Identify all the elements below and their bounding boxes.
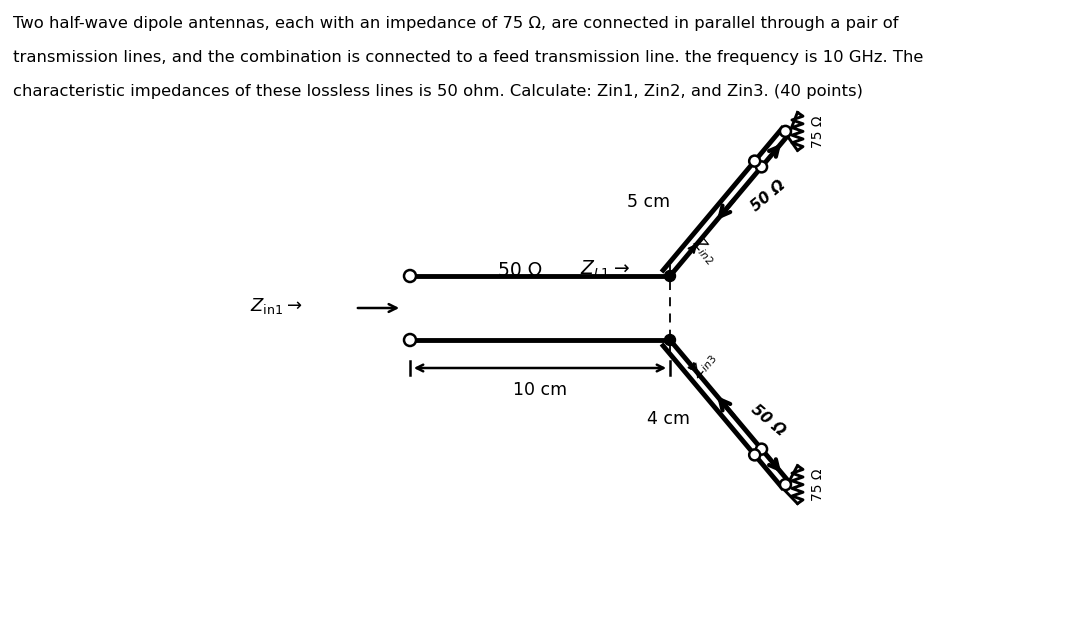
Text: 50 Ω: 50 Ω [498,261,542,280]
Circle shape [404,270,415,282]
Circle shape [780,126,791,137]
Circle shape [756,443,767,455]
Text: 50 Ω: 50 Ω [749,178,789,215]
Text: 5 cm: 5 cm [626,193,670,211]
Text: 50 Ω: 50 Ω [749,401,789,438]
Circle shape [664,335,675,345]
Text: 4 cm: 4 cm [647,409,690,428]
Text: $Z_{in3}$: $Z_{in3}$ [688,348,721,382]
Text: $Z_{in2}$: $Z_{in2}$ [688,234,721,268]
Circle shape [664,271,675,281]
Text: transmission lines, and the combination is connected to a feed transmission line: transmission lines, and the combination … [13,50,923,65]
Circle shape [749,156,761,166]
Circle shape [404,334,415,346]
Text: Two half-wave dipole antennas, each with an impedance of 75 Ω, are connected in : Two half-wave dipole antennas, each with… [13,16,898,31]
Circle shape [756,161,767,172]
Circle shape [780,479,791,490]
Text: $Z_{\rm in1}$$\rightarrow$: $Z_{\rm in1}$$\rightarrow$ [250,296,302,316]
Text: 75 Ω: 75 Ω [812,468,826,501]
Text: $Z_{L1}$$\rightarrow$: $Z_{L1}$$\rightarrow$ [580,259,630,280]
Text: characteristic impedances of these lossless lines is 50 ohm. Calculate: Zin1, Zi: characteristic impedances of these lossl… [13,84,863,99]
Circle shape [749,450,761,460]
Text: 75 Ω: 75 Ω [812,115,826,148]
Text: 10 cm: 10 cm [513,381,567,399]
